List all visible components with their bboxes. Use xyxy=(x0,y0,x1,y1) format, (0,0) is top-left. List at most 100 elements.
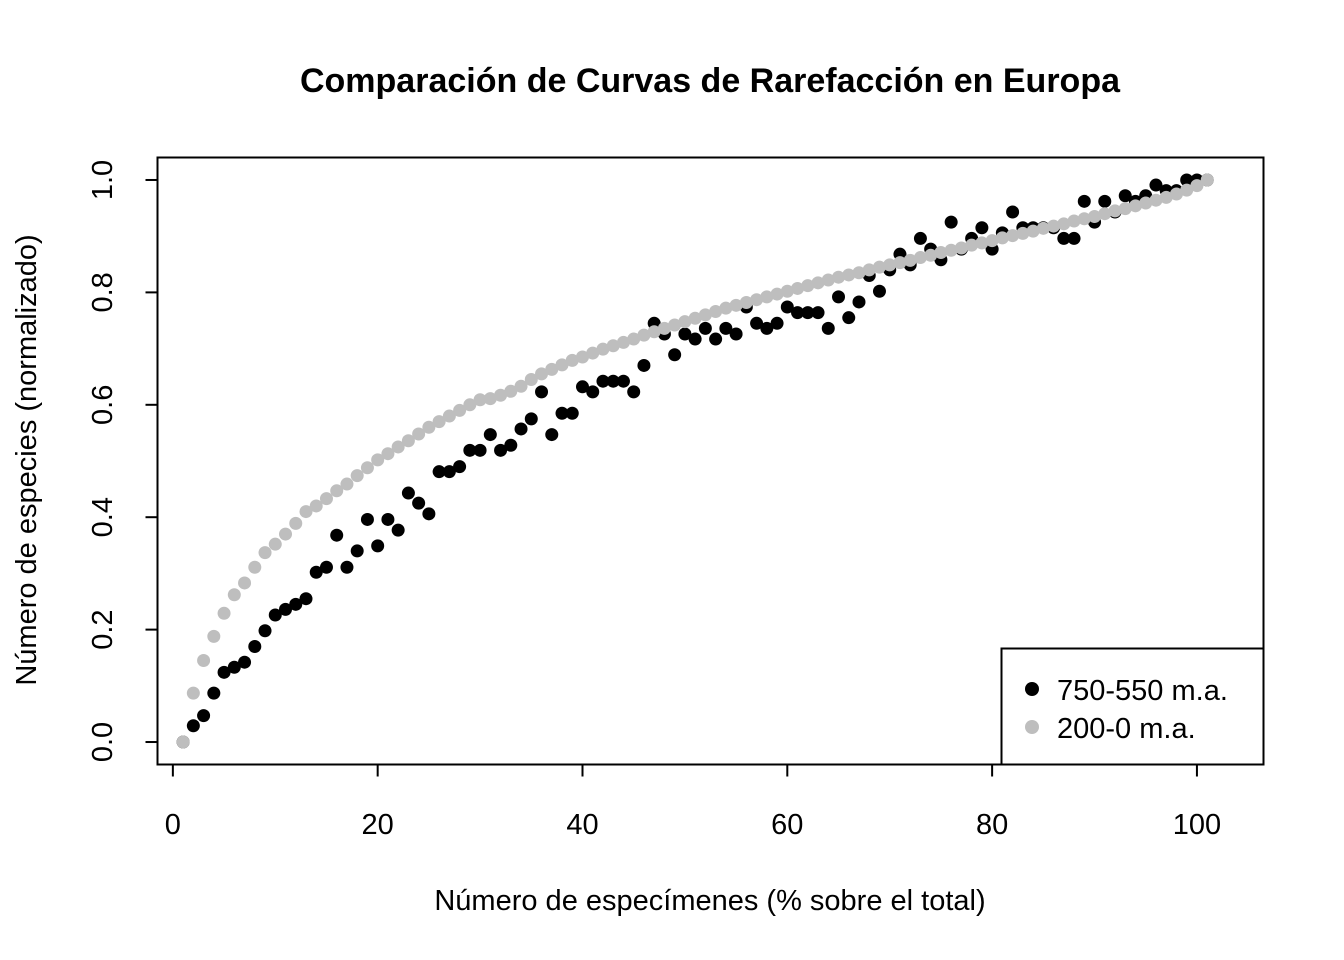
data-point xyxy=(1057,217,1071,231)
data-point xyxy=(432,415,446,429)
data-point xyxy=(1006,229,1020,243)
y-tick-label: 0.2 xyxy=(87,609,119,649)
data-point xyxy=(473,393,487,407)
data-point xyxy=(586,346,600,360)
y-tick-label: 1.0 xyxy=(87,160,119,200)
data-point xyxy=(719,321,733,335)
data-point xyxy=(227,660,241,674)
x-tick-label: 20 xyxy=(362,809,394,841)
data-point xyxy=(279,527,293,541)
data-point xyxy=(422,420,436,434)
data-point xyxy=(514,379,528,393)
data-point xyxy=(207,629,221,643)
legend: 750-550 m.a. 200-0 m.a. xyxy=(1000,647,1265,766)
data-point xyxy=(401,486,415,500)
series-750-550 xyxy=(176,173,1214,749)
data-point xyxy=(575,350,589,364)
data-point xyxy=(535,367,549,381)
data-point xyxy=(483,428,497,442)
data-point xyxy=(1169,187,1183,201)
data-point xyxy=(616,374,630,388)
data-point xyxy=(391,440,405,454)
data-point xyxy=(688,311,702,325)
data-point xyxy=(350,544,364,558)
data-point xyxy=(688,332,702,346)
data-point xyxy=(770,316,784,330)
data-point xyxy=(350,469,364,483)
data-point xyxy=(627,385,641,399)
data-point xyxy=(524,412,538,426)
data-point xyxy=(842,311,856,325)
data-point xyxy=(1067,214,1081,228)
data-point xyxy=(217,665,231,679)
data-point xyxy=(627,332,641,346)
data-point xyxy=(821,273,835,287)
data-point xyxy=(238,576,252,590)
data-point xyxy=(924,248,938,262)
data-point xyxy=(412,427,426,441)
data-point xyxy=(760,290,774,304)
data-point xyxy=(872,284,886,298)
data-point xyxy=(299,592,313,606)
data-point xyxy=(565,353,579,367)
data-point xyxy=(1098,207,1112,221)
data-point xyxy=(360,512,374,526)
data-point xyxy=(883,258,897,272)
data-point xyxy=(770,287,784,301)
data-point xyxy=(238,655,252,669)
data-point xyxy=(309,565,323,579)
data-point xyxy=(903,253,917,267)
data-point xyxy=(422,507,436,521)
data-point xyxy=(494,443,508,457)
y-tick-label: 0.8 xyxy=(87,272,119,312)
data-point xyxy=(606,374,620,388)
data-point xyxy=(1026,224,1040,238)
y-tick-label: 0.6 xyxy=(87,385,119,425)
data-point xyxy=(739,296,753,310)
data-point xyxy=(453,403,467,417)
data-point xyxy=(780,300,794,314)
x-tick-label: 100 xyxy=(1173,809,1221,841)
data-point xyxy=(207,686,221,700)
data-point xyxy=(289,516,303,530)
data-point xyxy=(965,238,979,252)
data-point xyxy=(555,358,569,372)
data-point xyxy=(1200,173,1214,187)
data-points xyxy=(176,173,1214,749)
data-point xyxy=(401,434,415,448)
data-point xyxy=(330,528,344,542)
data-point xyxy=(913,251,927,265)
data-point xyxy=(893,256,907,270)
data-point xyxy=(811,306,825,320)
data-point xyxy=(944,243,958,257)
data-point xyxy=(750,293,764,307)
data-point xyxy=(330,484,344,498)
data-point xyxy=(616,335,630,349)
data-point xyxy=(852,295,866,309)
data-point xyxy=(698,308,712,322)
data-point xyxy=(791,281,805,295)
data-point xyxy=(1088,210,1102,224)
data-point xyxy=(637,328,651,342)
data-point xyxy=(791,306,805,320)
data-point xyxy=(852,266,866,280)
legend-label-200-0: 200-0 m.a. xyxy=(1057,713,1196,745)
data-point xyxy=(248,639,262,653)
data-point xyxy=(913,231,927,245)
x-tick-label: 40 xyxy=(566,809,598,841)
y-tick-label: 0.4 xyxy=(87,497,119,537)
data-point xyxy=(1139,196,1153,210)
data-point xyxy=(381,447,395,461)
data-point xyxy=(832,290,846,304)
data-point xyxy=(995,231,1009,245)
x-axis-label: Número de especímenes (% sobre el total) xyxy=(434,885,985,917)
x-tick-label: 0 xyxy=(165,809,181,841)
data-point xyxy=(698,321,712,335)
data-point xyxy=(381,512,395,526)
data-point xyxy=(524,373,538,387)
data-point xyxy=(545,362,559,376)
data-point xyxy=(186,686,200,700)
y-axis: 0.0 0.2 0.4 0.6 0.8 1.0 xyxy=(87,160,159,762)
data-point xyxy=(463,398,477,412)
data-point xyxy=(453,460,467,474)
